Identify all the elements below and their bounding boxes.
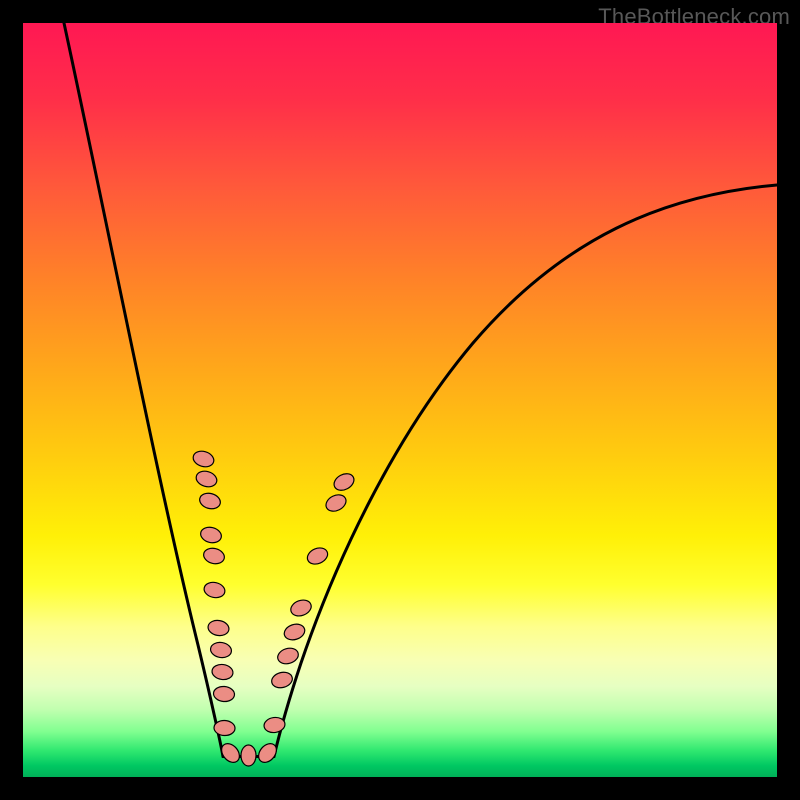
bead [214,720,236,736]
plot-area [23,23,777,777]
gradient-background [23,23,777,777]
bottleneck-plot-svg [23,23,777,777]
bead [241,745,256,766]
chart-frame: TheBottleneck.com [0,0,800,800]
